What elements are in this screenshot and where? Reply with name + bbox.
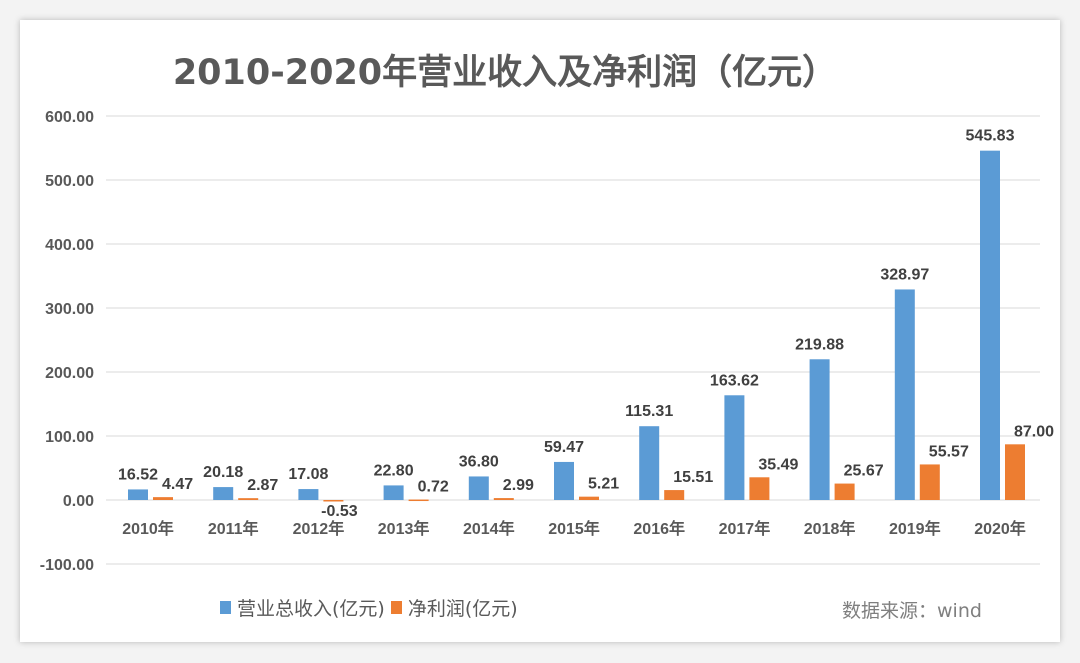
bar-revenue [980, 150, 1000, 500]
y-tick-label: 0.00 [63, 493, 94, 510]
data-label: 545.83 [966, 128, 1015, 145]
data-label: 219.88 [795, 336, 844, 353]
x-tick-label: 2017年 [719, 519, 771, 538]
data-label: 87.00 [1014, 423, 1054, 440]
bar-profit [493, 498, 514, 500]
bar-profit [579, 496, 599, 500]
bar-profit [664, 490, 685, 500]
bar-revenue [383, 485, 404, 500]
data-label: 2.87 [247, 477, 278, 494]
y-tick-label: 100.00 [45, 429, 94, 446]
bar-revenue [213, 487, 234, 500]
bar-revenue [554, 461, 574, 500]
x-tick-label: 2013年 [378, 519, 430, 538]
bar-revenue [894, 289, 915, 500]
data-label: 55.57 [929, 443, 969, 460]
x-tick-label: 2018年 [804, 519, 856, 538]
x-tick-label: 2010年 [122, 519, 174, 538]
x-tick-label: 2016年 [633, 519, 685, 538]
data-label: 17.08 [288, 466, 328, 483]
data-label: 15.51 [673, 469, 713, 486]
legend-label-revenue: 营业总收入(亿元) [237, 598, 385, 620]
data-label: 22.80 [374, 462, 414, 479]
bar-revenue [809, 359, 830, 500]
x-tick-label: 2015年 [548, 519, 600, 538]
bar-profit [238, 498, 259, 500]
data-label: 328.97 [880, 266, 929, 283]
x-tick-label: 2012年 [293, 519, 345, 538]
data-label: 16.52 [118, 466, 158, 483]
chart-title: 2010-2020年营业收入及净利润（亿元） [172, 53, 838, 93]
data-label: 20.18 [203, 464, 243, 481]
x-tick-label: 2019年 [889, 519, 941, 538]
bar-profit [153, 497, 173, 500]
bar-profit [749, 477, 770, 500]
bar-profit [408, 499, 429, 502]
data-label: 36.80 [459, 453, 499, 470]
bar-revenue [128, 489, 148, 500]
bar-revenue [468, 476, 489, 500]
data-label: -0.53 [321, 503, 358, 520]
bar-profit [323, 500, 344, 502]
data-label: 163.62 [710, 372, 759, 389]
bar-revenue [724, 395, 745, 500]
data-label: 35.49 [758, 456, 798, 473]
y-tick-label: -100.00 [40, 557, 94, 574]
bar-profit [919, 464, 940, 500]
data-label: 5.21 [588, 476, 619, 493]
bar-revenue [298, 489, 319, 500]
data-label: 4.47 [162, 476, 193, 493]
legend-swatch-profit [390, 601, 402, 614]
y-tick-label: 500.00 [45, 173, 94, 190]
chart-card [20, 20, 1060, 642]
bar-profit [834, 483, 855, 500]
bar-profit [1005, 444, 1025, 500]
bar-revenue [639, 426, 660, 500]
x-tick-label: 2011年 [208, 519, 259, 538]
legend: 营业总收入(亿元) 净利润(亿元) [220, 594, 518, 621]
y-tick-label: 200.00 [45, 365, 94, 382]
data-label: 115.31 [625, 403, 673, 420]
x-tick-label: 2020年 [974, 519, 1026, 538]
x-tick-label: 2014年 [463, 519, 515, 538]
data-source: 数据来源：wind [842, 600, 982, 622]
data-label: 25.67 [844, 463, 884, 480]
y-tick-label: 400.00 [45, 237, 94, 254]
y-tick-label: 600.00 [45, 109, 94, 126]
data-label: 0.72 [418, 479, 449, 496]
y-tick-label: 300.00 [45, 301, 94, 318]
legend-label-profit: 净利润(亿元) [407, 598, 518, 620]
data-label: 59.47 [544, 439, 584, 456]
data-label: 2.99 [503, 477, 534, 494]
legend-swatch-revenue [220, 601, 231, 614]
